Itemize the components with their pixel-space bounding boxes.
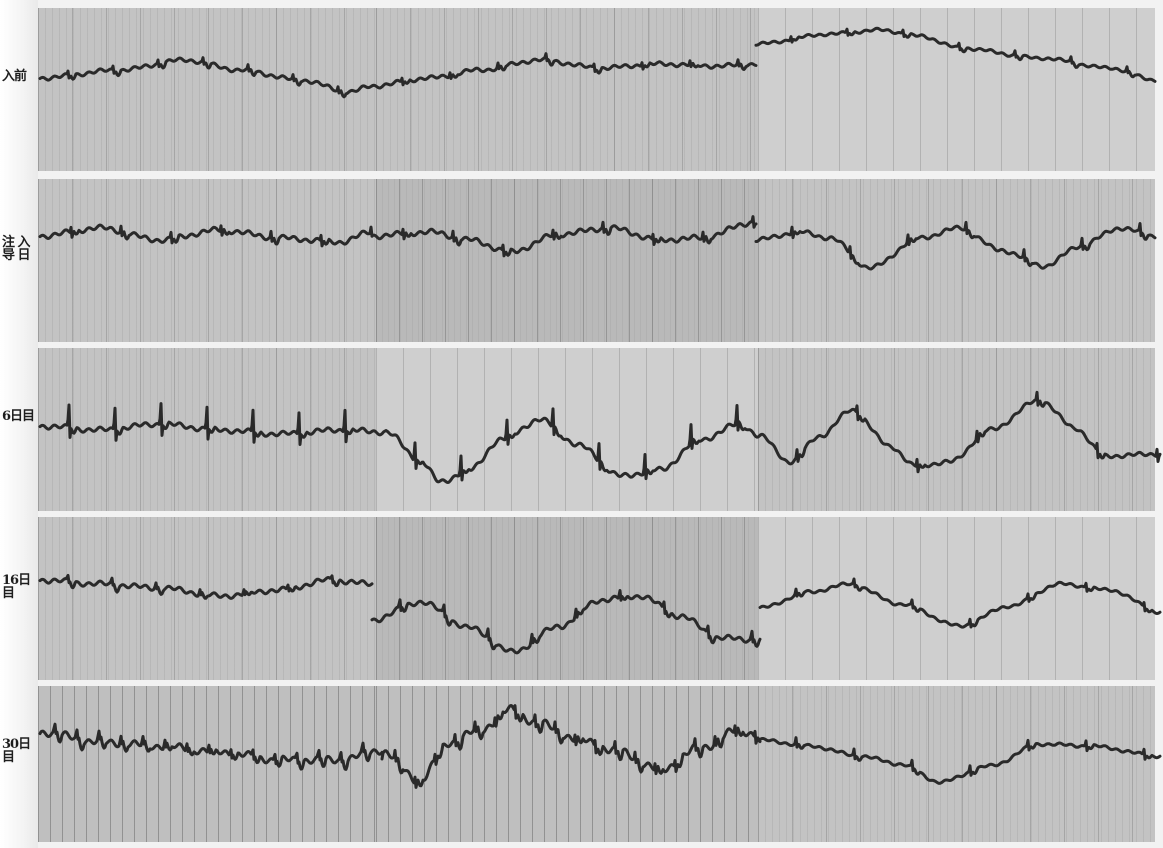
trace-0-segment-2 (754, 26, 1157, 83)
trace-4-segment-2 (758, 736, 1162, 785)
trace-4 (38, 704, 1162, 789)
strip-0 (38, 8, 1155, 171)
trace-0 (38, 26, 1157, 99)
trace-2-segment-1 (384, 404, 762, 484)
strip-1 (38, 179, 1155, 342)
strip-label-2: 6日目 (2, 409, 35, 424)
trace-4-segment-0 (38, 722, 384, 771)
trace-3-segment-0 (38, 573, 374, 600)
strip-label-1: 注 入 导 日 (2, 235, 31, 263)
trace-3 (38, 573, 1162, 655)
trace-0-segment-1 (370, 52, 758, 90)
trace-2-segment-2 (758, 390, 1162, 474)
strip-label-3: 16日目 (2, 573, 31, 601)
trace-1-segment-0 (38, 223, 374, 248)
trace-3-segment-1 (370, 589, 762, 655)
strip-label-0: 入前 (2, 69, 27, 84)
trace-1 (38, 215, 1157, 271)
trace-4-segment-1 (380, 704, 762, 789)
strip-4 (38, 686, 1155, 842)
trace-3-segment-2 (758, 577, 1162, 629)
trace-1-segment-1 (370, 215, 758, 258)
strip-3 (38, 517, 1155, 680)
margin (0, 0, 38, 848)
trace-2-segment-0 (38, 402, 388, 446)
trace-1-segment-2 (754, 220, 1157, 271)
strip-label-4: 30日目 (2, 737, 31, 765)
trace-0-segment-0 (38, 56, 374, 99)
trace-2 (38, 390, 1162, 484)
